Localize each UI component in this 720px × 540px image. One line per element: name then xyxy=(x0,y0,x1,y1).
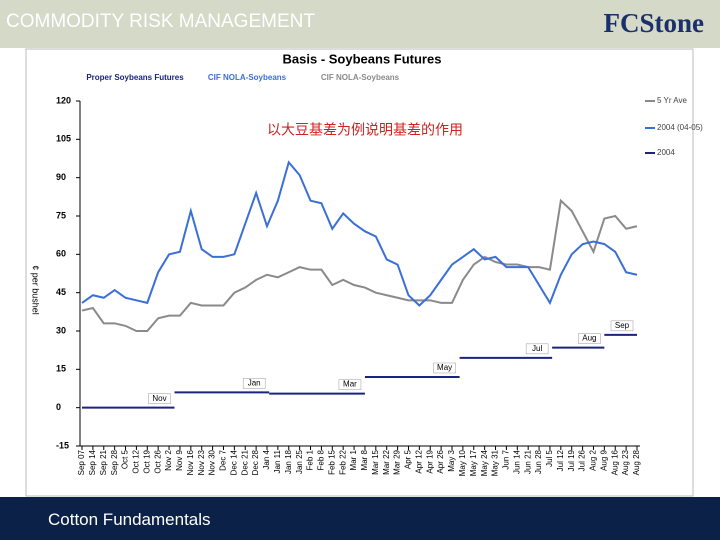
footer-title: Cotton Fundamentals xyxy=(48,510,211,529)
header-band: COMMODITY RISK MANAGEMENT FCStone xyxy=(0,0,720,48)
series-line xyxy=(81,198,638,332)
x-tick-label: Feb 1 xyxy=(306,449,315,470)
x-tick-label: Jun 14 xyxy=(512,449,521,474)
y-tick-label: 105 xyxy=(56,134,71,144)
x-tick-label: May 10 xyxy=(458,449,467,476)
logo: FCStone xyxy=(603,8,705,38)
x-tick-label: May 31 xyxy=(491,449,500,476)
x-tick-label: Apr 26 xyxy=(436,449,445,473)
x-tick-label: Jul 26 xyxy=(578,449,587,471)
x-tick-label: Mar 15 xyxy=(371,449,380,474)
x-tick-label: Jul 19 xyxy=(567,449,576,471)
x-tick-label: Jan 25 xyxy=(295,449,304,474)
x-tick-label: Feb 22 xyxy=(338,449,347,474)
x-tick-label: Aug 9 xyxy=(599,449,608,470)
footer-band: Cotton Fundamentals xyxy=(0,497,720,540)
step-label-box xyxy=(578,333,601,344)
y-tick-label: 30 xyxy=(56,325,66,335)
y-tick-label: 90 xyxy=(56,172,66,182)
x-tick-label: Nov 23 xyxy=(197,449,206,475)
x-tick-label: Feb 15 xyxy=(327,449,336,474)
y-tick-label: 15 xyxy=(56,364,66,374)
x-tick-label: Jun 21 xyxy=(523,449,532,474)
y-axis-label: ¢ per bushel xyxy=(31,265,41,315)
x-tick-label: Nov 9 xyxy=(175,449,184,470)
step-label-box xyxy=(433,362,456,374)
column-header: CIF NOLA-Soybeans xyxy=(321,73,400,82)
x-tick-label: Oct 5 xyxy=(121,449,130,469)
x-tick-label: Dec 21 xyxy=(240,449,249,475)
x-tick-label: Oct 19 xyxy=(142,449,151,473)
x-tick-label: Dec 28 xyxy=(251,449,260,475)
x-tick-label: May 3 xyxy=(447,449,456,471)
y-tick-label: 0 xyxy=(56,402,61,412)
x-tick-label: Dec 7 xyxy=(219,449,228,470)
x-tick-label: Nov 16 xyxy=(186,449,195,475)
y-tick-label: 60 xyxy=(56,249,66,259)
step-label-box xyxy=(338,379,362,390)
x-tick-label: Mar 8 xyxy=(360,449,369,470)
legend-label: 2004 (04-05) xyxy=(657,123,703,132)
x-tick-label: Apr 12 xyxy=(414,449,423,473)
header-title: COMMODITY RISK MANAGEMENT xyxy=(6,11,315,32)
step-label: May xyxy=(437,363,452,372)
annotation: 以大豆基差为例说明基差的作用 xyxy=(267,122,463,138)
x-tick-label: Mar 22 xyxy=(382,449,391,474)
x-tick-label: Nov 30 xyxy=(208,449,217,475)
column-header: CIF NOLA-Soybeans xyxy=(208,73,287,82)
x-tick-label: Sep 28 xyxy=(110,449,119,475)
x-tick-label: Jul 12 xyxy=(556,449,565,471)
x-tick-label: May 17 xyxy=(469,449,478,476)
y-tick-label: 45 xyxy=(56,287,66,297)
step-label: Jan xyxy=(248,378,261,387)
x-tick-label: May 24 xyxy=(480,449,489,476)
step-label: Jul xyxy=(532,344,542,353)
x-tick-label: Apr 19 xyxy=(425,449,434,473)
x-tick-label: Aug 28 xyxy=(632,449,641,475)
series-line xyxy=(81,160,638,307)
x-tick-label: Mar 29 xyxy=(393,449,402,474)
x-tick-label: Jan 4 xyxy=(262,449,271,469)
legend-label: 2004 xyxy=(657,148,675,157)
x-tick-label: Jun 28 xyxy=(534,449,543,474)
x-tick-label: Nov 2 xyxy=(164,449,173,470)
step-label-box xyxy=(610,320,634,332)
x-tick-label: Apr 5 xyxy=(404,449,413,469)
x-tick-label: Aug 16 xyxy=(610,449,619,475)
y-tick-label: 75 xyxy=(56,210,66,220)
x-tick-label: Jul 5 xyxy=(545,449,554,466)
x-tick-label: Sep 21 xyxy=(99,449,108,475)
step-label-box xyxy=(148,393,171,404)
x-tick-label: Aug 23 xyxy=(621,449,630,475)
y-tick-label: -15 xyxy=(56,440,69,450)
chart-frame xyxy=(25,48,694,497)
chart-title: Basis - Soybeans Futures xyxy=(283,51,442,66)
column-header: Proper Soybeans Futures xyxy=(86,73,184,82)
x-tick-label: Jan 18 xyxy=(284,449,293,474)
y-tick-label: 120 xyxy=(56,95,71,105)
x-tick-label: Dec 14 xyxy=(229,449,238,475)
x-tick-label: Jan 11 xyxy=(273,449,282,473)
x-tick-label: Sep 07 xyxy=(77,449,86,475)
x-tick-label: Oct 26 xyxy=(153,449,162,473)
x-tick-label: Oct 12 xyxy=(132,449,141,473)
step-label-box xyxy=(242,378,266,389)
step-label: Nov xyxy=(152,394,166,403)
x-tick-label: Sep 14 xyxy=(88,449,97,475)
step-label: Mar xyxy=(343,380,357,389)
step-label: Aug xyxy=(582,334,596,343)
x-tick-label: Feb 8 xyxy=(317,449,326,470)
step-label-box xyxy=(525,343,549,355)
x-tick-label: Mar 1 xyxy=(349,449,358,470)
x-tick-label: Jun 7 xyxy=(502,449,511,469)
step-label: Sep xyxy=(615,321,630,330)
legend-label: 5 Yr Ave xyxy=(657,96,688,105)
x-tick-label: Aug 2 xyxy=(589,449,598,470)
